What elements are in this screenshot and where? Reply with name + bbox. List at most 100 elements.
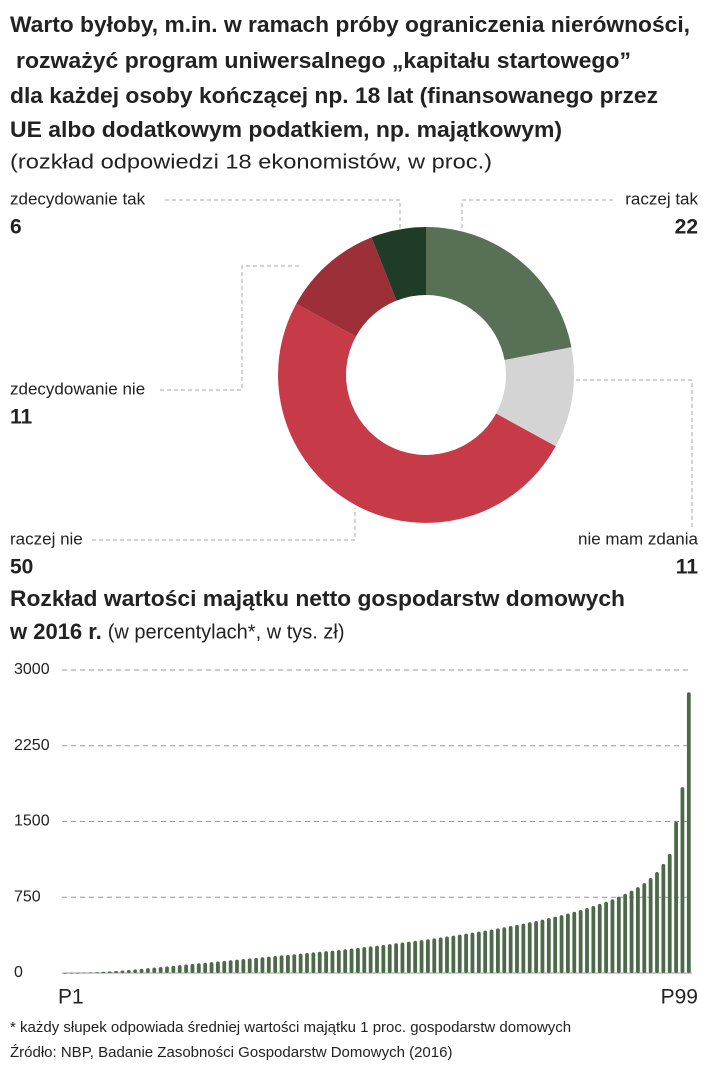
bar [476, 931, 481, 973]
bar [228, 960, 233, 973]
bar [489, 929, 494, 973]
bar [139, 968, 144, 973]
leader-line [562, 379, 693, 528]
segment-value: 11 [10, 406, 33, 429]
bar [279, 955, 284, 973]
y-tick-label: 3000 [14, 661, 50, 678]
y-tick-label: 0 [14, 964, 23, 981]
bar [406, 941, 411, 973]
bar [190, 963, 195, 973]
bar [534, 920, 538, 973]
bar [470, 932, 475, 973]
bar [222, 960, 227, 973]
bar [426, 939, 430, 973]
bar [69, 972, 74, 974]
chart-title: Warto byłoby, m.in. w ramach próby ogran… [10, 12, 690, 37]
bar [158, 966, 163, 973]
leader-line [92, 508, 356, 541]
bar [196, 963, 201, 973]
bar [572, 911, 577, 973]
source: Źródło: NBP, Badanie Zasobności Gospodar… [10, 1044, 452, 1061]
bar [661, 863, 666, 973]
x-tick-label: P1 [58, 986, 84, 1009]
y-tick-label: 1500 [14, 813, 50, 830]
donut-segment [371, 227, 426, 301]
bar [107, 971, 112, 973]
y-tick-label: 750 [14, 888, 41, 905]
bar [82, 972, 87, 974]
bar [152, 967, 157, 973]
bar [235, 959, 239, 973]
bar [629, 890, 634, 973]
segment-value: 11 [676, 556, 699, 579]
bar [330, 950, 335, 973]
bar [133, 969, 138, 973]
chart-title: UE albo dodatkowym podatkiem, np. majątk… [10, 117, 562, 142]
bar [63, 973, 68, 974]
bar [527, 922, 532, 973]
bar [464, 933, 468, 973]
bar [273, 956, 278, 973]
bar [610, 899, 615, 973]
bar [177, 965, 182, 973]
bar [515, 924, 519, 973]
bar [286, 954, 290, 973]
bar [597, 903, 602, 973]
bar [636, 887, 640, 973]
bar [324, 951, 328, 973]
bar [241, 959, 246, 973]
segment-label: nie mam zdania [578, 529, 699, 548]
chart-title: w 2016 r. [9, 619, 102, 644]
bar [674, 821, 678, 973]
bar [604, 901, 608, 973]
bar [356, 947, 360, 973]
bar [483, 930, 488, 973]
bar [642, 883, 647, 973]
bar [349, 948, 354, 973]
bar [126, 969, 131, 973]
bar [680, 787, 685, 973]
x-tick-label: P99 [661, 986, 698, 1009]
bar [292, 954, 297, 973]
bar [146, 968, 150, 973]
bar [88, 972, 93, 974]
bar [387, 944, 392, 973]
bar [400, 942, 405, 973]
bar [184, 964, 188, 973]
bar [336, 949, 341, 973]
bar [203, 962, 208, 973]
leader-line [160, 265, 300, 391]
bar [362, 947, 367, 973]
bar [254, 957, 258, 973]
bar [496, 928, 500, 973]
chart-title: rozważyć program uniwersalnego „kapitału… [16, 48, 631, 73]
bar [553, 916, 558, 973]
leader-line [461, 199, 615, 228]
y-tick-label: 2250 [14, 737, 50, 754]
bar [508, 926, 513, 973]
chart-title: Rozkład wartości majątku netto gospodars… [10, 586, 625, 611]
bar [375, 945, 379, 973]
leader-line [165, 199, 401, 228]
segment-value: 6 [10, 216, 22, 239]
bar [394, 943, 398, 973]
bar [343, 949, 348, 973]
bar [502, 927, 507, 973]
bar [266, 956, 271, 973]
segment-label: zdecydowanie tak [10, 189, 146, 208]
bar [566, 913, 570, 973]
bar [247, 958, 252, 973]
bar [546, 918, 551, 973]
bar [101, 971, 106, 973]
bar [120, 970, 125, 973]
donut-segment [496, 347, 575, 447]
donut-segment [426, 227, 572, 361]
bar [95, 972, 99, 973]
bar [445, 936, 449, 973]
bar [438, 937, 443, 973]
bar [305, 953, 309, 973]
bar [209, 962, 214, 973]
bar [216, 961, 220, 973]
chart-subtitle: (rozkład odpowiedzi 18 ekonomistów, w pr… [10, 151, 492, 173]
chart-subtitle: (w percentylach*, w tys. zł) [108, 621, 345, 643]
